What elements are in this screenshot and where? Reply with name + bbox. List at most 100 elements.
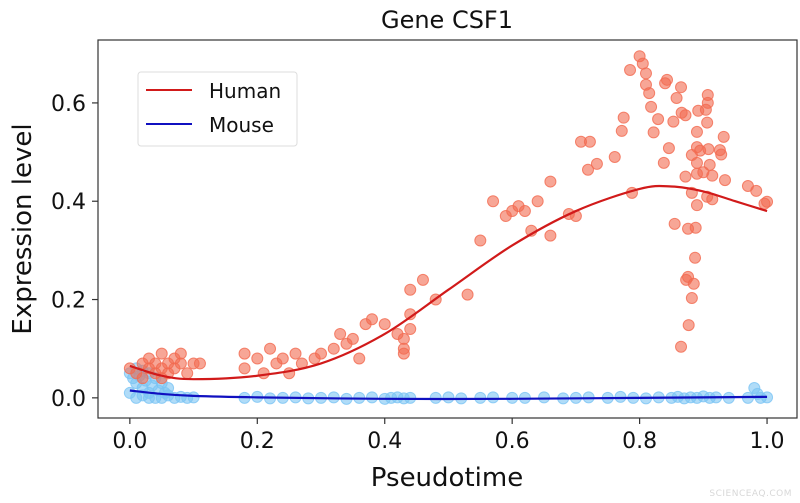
human-point [264,342,277,355]
human-point [544,229,557,242]
human-point [461,288,474,301]
human-point [590,157,603,170]
x-axis-ticks: 0.0 0.2 0.4 0.6 0.8 1.0 [112,418,785,454]
human-point [531,195,544,208]
human-point [689,221,702,234]
human-point [685,292,698,305]
human-point [689,251,702,264]
chart-title: Gene CSF1 [381,6,513,34]
x-axis-label: Pseudotime [371,463,523,493]
human-point [715,148,728,161]
human-point [702,143,715,156]
y-axis-ticks: 0.0 0.2 0.4 0.6 [51,92,98,412]
x-tick-label: 0.0 [112,429,147,454]
human-point [652,113,665,126]
human-point [608,150,621,163]
human-point [238,347,251,360]
human-point [717,130,730,143]
human-point [474,234,487,247]
human-point [378,318,391,331]
human-point [615,124,628,137]
human-point [397,347,410,360]
human-point [668,217,681,230]
human-point [670,92,683,105]
y-axis-label: Expression level [8,123,38,334]
mouse-fit-line [129,389,768,401]
human-point [645,100,658,113]
human-point [659,77,672,90]
human-point [617,111,630,124]
human-point [643,87,656,100]
human-point [397,332,410,345]
human-point [682,319,695,332]
human-point [583,135,596,148]
human-point [647,126,660,139]
human-point [750,184,763,197]
human-point [353,352,366,365]
human-point [544,175,557,188]
human-point [181,367,194,380]
human-point [155,347,168,360]
human-point [679,170,692,183]
legend-mouse-label: Mouse [209,113,274,137]
y-tick-label: 0.4 [51,190,86,215]
human-point [706,169,719,182]
human-point [701,116,714,129]
human-fit-line [129,184,768,381]
watermark: SCIENCEAQ.COM [709,489,792,499]
human-point [699,103,712,116]
human-point [518,205,531,218]
mouse-point [538,391,551,404]
human-point [346,332,359,345]
mouse-point [187,391,200,404]
human-point [487,195,500,208]
human-point [276,352,289,365]
human-point [315,347,328,360]
human-point [667,115,680,128]
human-point [718,174,731,187]
human-point [675,81,688,94]
human-point [636,57,649,70]
human-point [687,277,700,290]
x-tick-label: 0.4 [367,429,402,454]
y-tick-label: 0.2 [51,289,86,314]
y-tick-label: 0.0 [51,387,86,412]
human-point [251,352,264,365]
axes-frame [97,39,798,419]
mouse-point [429,391,442,404]
human-point [758,197,771,210]
human-point [582,163,595,176]
human-point [404,283,417,296]
human-point [257,367,270,380]
human-point [675,340,688,353]
human-point [289,347,302,360]
x-tick-label: 0.2 [240,429,275,454]
human-point [624,63,637,76]
human-point [662,142,675,155]
human-point [136,372,149,385]
legend: Human Mouse [137,71,298,147]
y-tick-label: 0.6 [51,92,86,117]
human-point [365,313,378,326]
human-point [334,327,347,340]
human-point [639,67,652,80]
mouse-point [365,391,378,404]
fit-lines [129,184,768,401]
human-point [690,156,703,169]
human-point [679,109,692,122]
x-tick-label: 0.8 [622,429,657,454]
legend-human-label: Human [209,79,281,103]
human-point [416,273,429,286]
x-tick-label: 1.0 [750,429,785,454]
mouse-point [487,391,500,404]
human-point [238,362,251,375]
human-point [690,125,703,138]
human-point [327,342,340,355]
human-point [657,156,670,169]
human-point [690,199,703,212]
human-point [193,357,206,370]
mouse-point [442,391,455,404]
human-point [404,323,417,336]
mouse-point [614,390,627,403]
